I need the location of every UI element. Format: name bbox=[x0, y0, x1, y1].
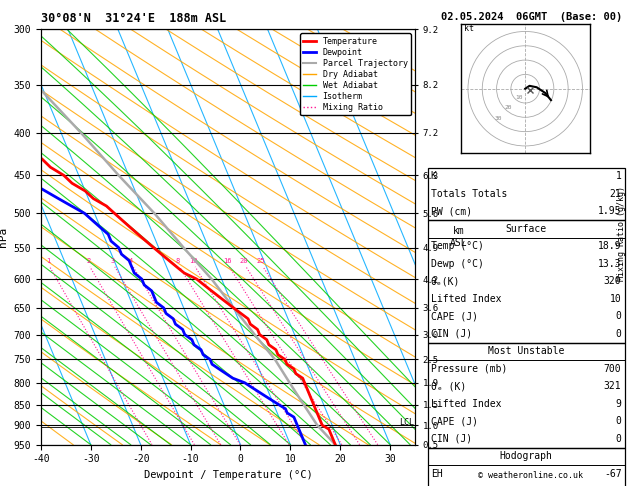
Text: 0: 0 bbox=[616, 417, 621, 426]
Text: CAPE (J): CAPE (J) bbox=[431, 417, 478, 426]
Y-axis label: km
ASL: km ASL bbox=[450, 226, 467, 248]
Text: 3: 3 bbox=[111, 258, 115, 264]
X-axis label: Dewpoint / Temperature (°C): Dewpoint / Temperature (°C) bbox=[143, 470, 313, 480]
Text: 25: 25 bbox=[257, 258, 265, 264]
Text: 0: 0 bbox=[616, 329, 621, 339]
Text: Mixing Ratio (g/kg): Mixing Ratio (g/kg) bbox=[617, 186, 626, 281]
Text: Pressure (mb): Pressure (mb) bbox=[431, 364, 507, 374]
Text: 16: 16 bbox=[223, 258, 231, 264]
Text: 30: 30 bbox=[494, 116, 502, 121]
Text: Lifted Index: Lifted Index bbox=[431, 399, 501, 409]
Text: LCL: LCL bbox=[399, 418, 414, 427]
Text: Hodograph: Hodograph bbox=[499, 451, 553, 461]
Text: Totals Totals: Totals Totals bbox=[431, 189, 507, 199]
Text: EH: EH bbox=[431, 469, 443, 479]
Text: 20: 20 bbox=[504, 105, 512, 110]
Text: Dewp (°C): Dewp (°C) bbox=[431, 259, 484, 269]
Text: K: K bbox=[431, 172, 437, 181]
Text: 8: 8 bbox=[175, 258, 180, 264]
Text: 320: 320 bbox=[604, 277, 621, 286]
Text: 20: 20 bbox=[240, 258, 248, 264]
Text: CIN (J): CIN (J) bbox=[431, 434, 472, 444]
Text: 1.95: 1.95 bbox=[598, 207, 621, 216]
Text: 4: 4 bbox=[129, 258, 133, 264]
Text: © weatheronline.co.uk: © weatheronline.co.uk bbox=[478, 471, 582, 480]
Text: 9: 9 bbox=[616, 399, 621, 409]
Text: 10: 10 bbox=[189, 258, 198, 264]
Text: θₑ (K): θₑ (K) bbox=[431, 382, 466, 391]
Text: 1: 1 bbox=[46, 258, 50, 264]
Text: Surface: Surface bbox=[506, 224, 547, 234]
Text: CIN (J): CIN (J) bbox=[431, 329, 472, 339]
Text: 0: 0 bbox=[616, 312, 621, 321]
Text: 2: 2 bbox=[86, 258, 90, 264]
Text: kt: kt bbox=[464, 24, 474, 34]
Text: -67: -67 bbox=[604, 469, 621, 479]
Text: 10: 10 bbox=[515, 95, 523, 100]
Text: 13.3: 13.3 bbox=[598, 259, 621, 269]
Text: θₑ(K): θₑ(K) bbox=[431, 277, 460, 286]
Text: Temp (°C): Temp (°C) bbox=[431, 242, 484, 251]
Y-axis label: hPa: hPa bbox=[0, 227, 8, 247]
Legend: Temperature, Dewpoint, Parcel Trajectory, Dry Adiabat, Wet Adiabat, Isotherm, Mi: Temperature, Dewpoint, Parcel Trajectory… bbox=[300, 34, 411, 116]
Text: 0: 0 bbox=[616, 434, 621, 444]
Text: 321: 321 bbox=[604, 382, 621, 391]
Text: 10: 10 bbox=[610, 294, 621, 304]
Text: 18.9: 18.9 bbox=[598, 242, 621, 251]
Text: CAPE (J): CAPE (J) bbox=[431, 312, 478, 321]
Text: 02.05.2024  06GMT  (Base: 00): 02.05.2024 06GMT (Base: 00) bbox=[441, 12, 622, 22]
Text: 1: 1 bbox=[616, 172, 621, 181]
Text: Most Unstable: Most Unstable bbox=[488, 347, 564, 356]
Text: 700: 700 bbox=[604, 364, 621, 374]
Text: PW (cm): PW (cm) bbox=[431, 207, 472, 216]
Text: Lifted Index: Lifted Index bbox=[431, 294, 501, 304]
Text: 30°08'N  31°24'E  188m ASL: 30°08'N 31°24'E 188m ASL bbox=[41, 12, 226, 25]
Text: 21: 21 bbox=[610, 189, 621, 199]
